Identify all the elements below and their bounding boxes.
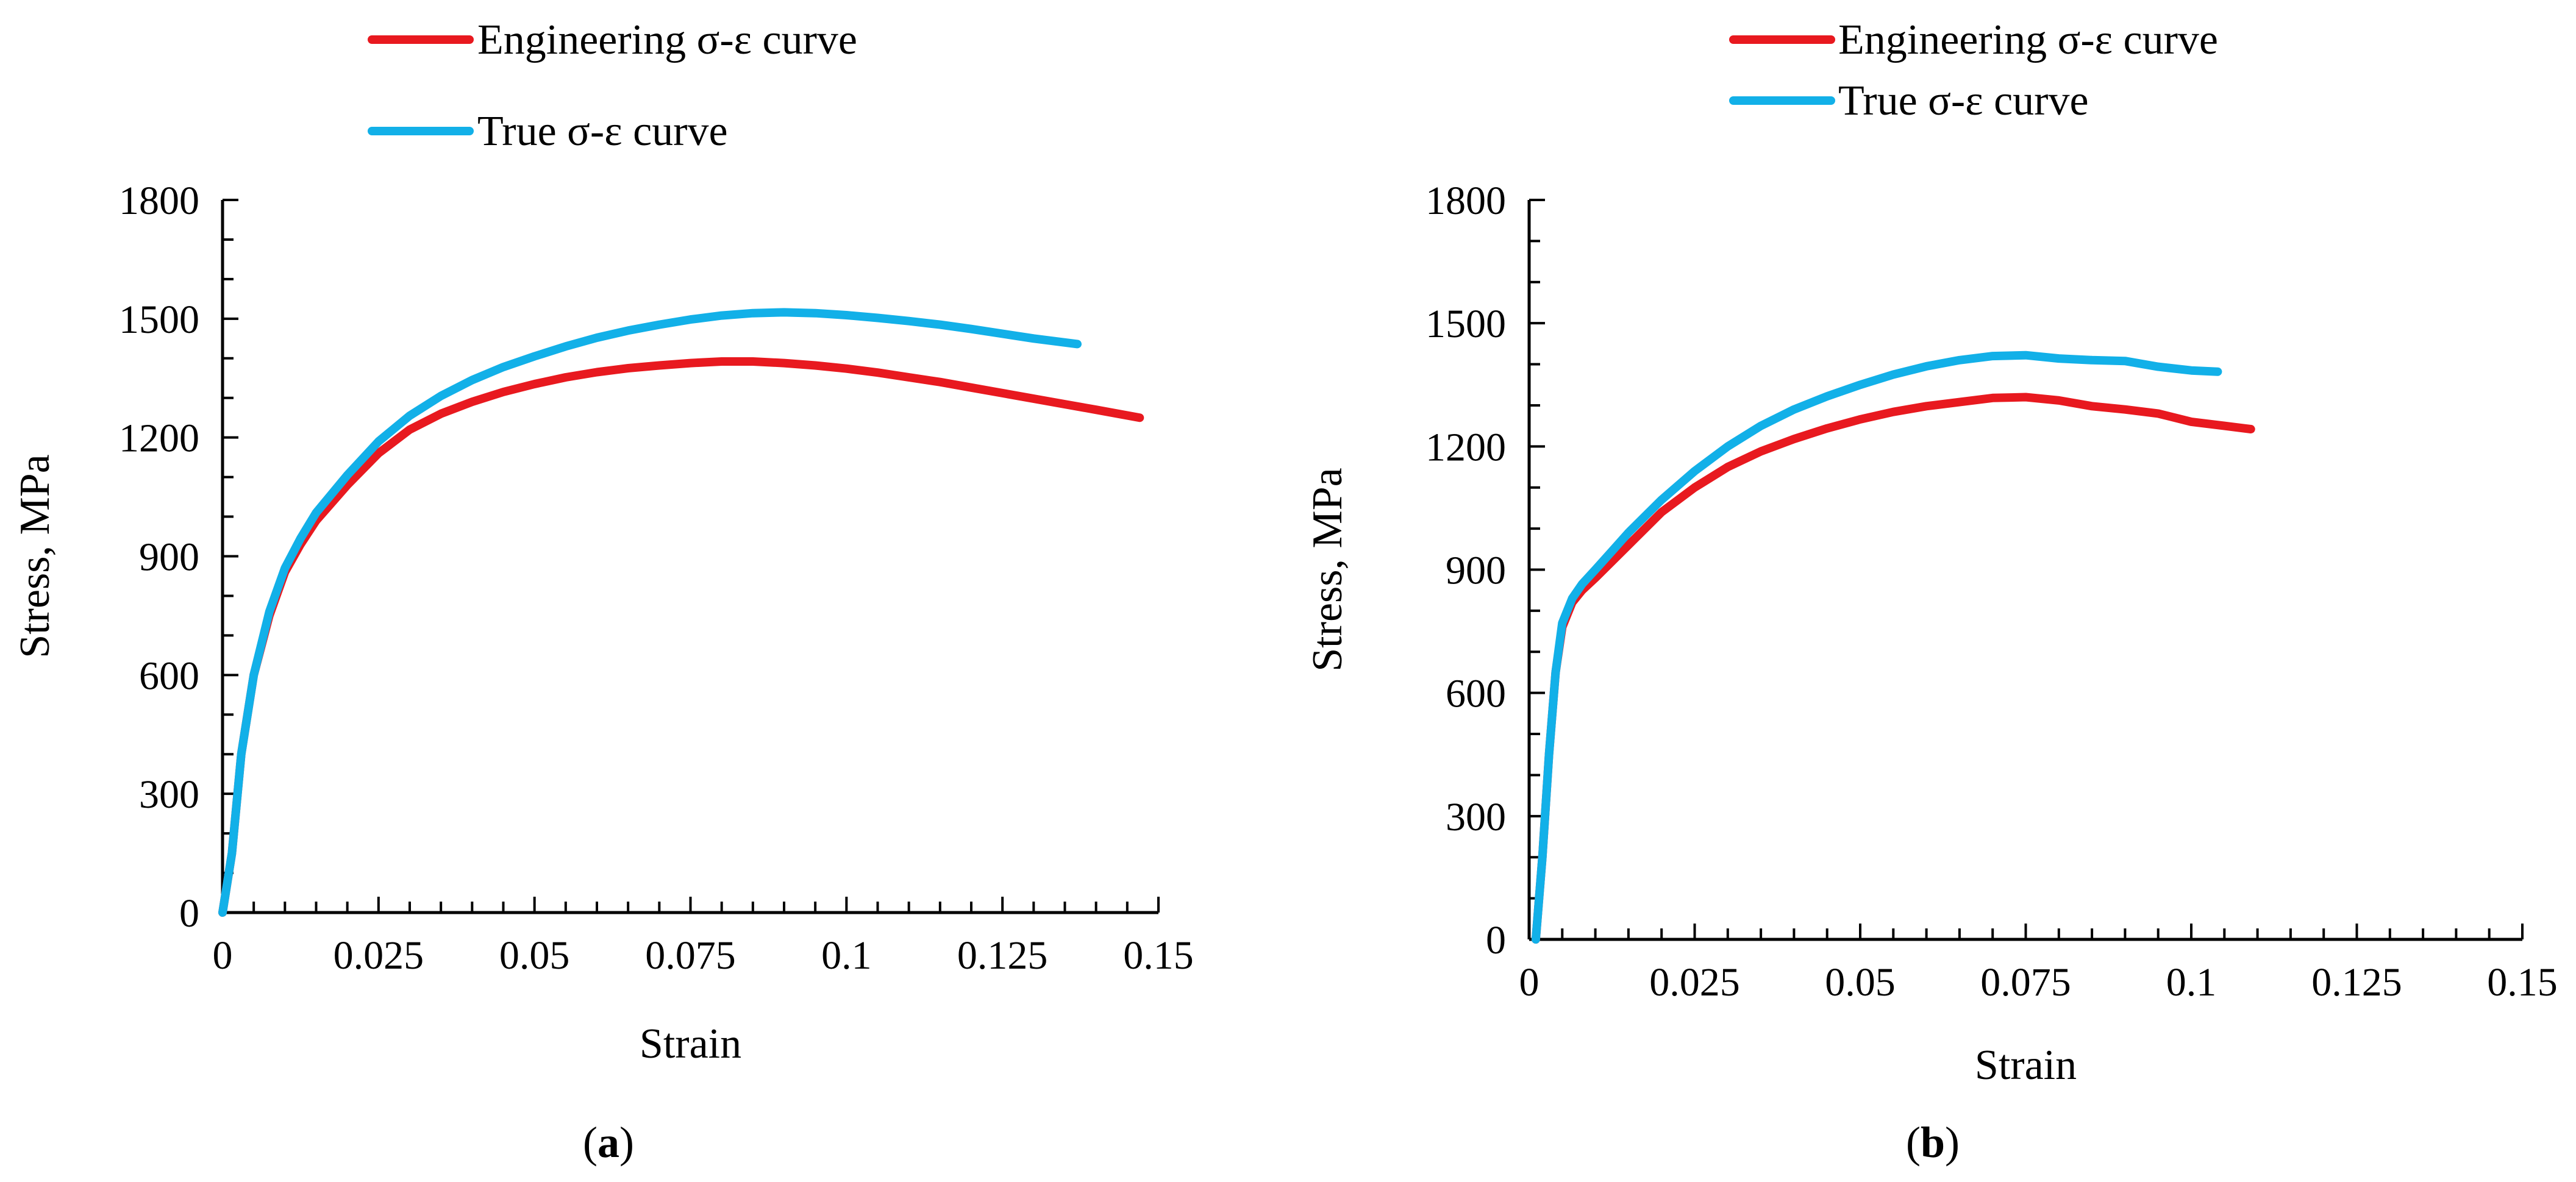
y-tick-label: 300 bbox=[139, 772, 199, 817]
y-tick-label: 0 bbox=[179, 891, 199, 936]
y-tick-label: 1200 bbox=[119, 416, 199, 461]
x-tick-label: 0.15 bbox=[2487, 960, 2558, 1005]
series-line-engineering bbox=[218, 357, 1144, 917]
y-tick-label: 1800 bbox=[119, 179, 199, 223]
panel-b-chart: 0 0.025 0.05 0.075 0.1 0.125 0.15 0 300 600 900 120… bbox=[1304, 16, 2558, 1167]
legend-label: Engineering σ-ε curve bbox=[1838, 16, 2218, 63]
legend-label: True σ-ε curve bbox=[477, 108, 728, 155]
y-tick-label: 1500 bbox=[119, 297, 199, 342]
x-tick-label: 0.1 bbox=[2166, 960, 2217, 1005]
y-tick-label: 600 bbox=[139, 653, 199, 698]
legend-label: Engineering σ-ε curve bbox=[477, 16, 857, 63]
x-tick-label: 0.15 bbox=[1123, 933, 1194, 978]
x-tick-label: 0.025 bbox=[334, 933, 424, 978]
y-tick-label: 1500 bbox=[1425, 302, 1506, 346]
y-tick-label: 1800 bbox=[1425, 179, 1506, 223]
x-tick-label: 0.125 bbox=[957, 933, 1048, 978]
y-tick-label: 1200 bbox=[1425, 425, 1506, 469]
panel-label: (a) bbox=[583, 1118, 634, 1167]
x-tick-label: 0.025 bbox=[1649, 960, 1740, 1005]
y-tick-label: 300 bbox=[1446, 795, 1506, 839]
panel-a-chart: 0 0.025 0.05 0.075 0.1 0.125 0.15 0 300 600 900 120… bbox=[12, 16, 1194, 1167]
y-axis-title: Stress, MPa bbox=[12, 454, 59, 658]
series-line-engineering bbox=[1531, 393, 2255, 944]
series-line-true bbox=[1531, 351, 2222, 944]
x-tick-label: 0.05 bbox=[499, 933, 570, 978]
y-tick-label: 900 bbox=[139, 535, 199, 580]
x-axis-title: Strain bbox=[640, 1020, 741, 1067]
y-tick-label: 600 bbox=[1446, 672, 1506, 716]
x-tick-label: 0.075 bbox=[1980, 960, 2071, 1005]
x-tick-label: 0.1 bbox=[821, 933, 872, 978]
x-axis-title: Strain bbox=[1975, 1042, 2077, 1089]
x-tick-label: 0.125 bbox=[2311, 960, 2402, 1005]
panel-label-paren: ) bbox=[619, 1118, 634, 1167]
panel-label-paren: ( bbox=[583, 1118, 598, 1167]
panel-label-letter: a bbox=[598, 1118, 619, 1167]
panel-label: (b) bbox=[1906, 1118, 1960, 1167]
y-tick-label: 0 bbox=[1486, 918, 1506, 963]
x-tick-label: 0 bbox=[213, 933, 233, 978]
x-tick-label: 0 bbox=[1519, 960, 1540, 1005]
panel-label-paren: ( bbox=[1906, 1118, 1921, 1167]
panel-label-letter: b bbox=[1921, 1118, 1945, 1167]
legend-label: True σ-ε curve bbox=[1838, 77, 2089, 124]
x-tick-label: 0.075 bbox=[645, 933, 736, 978]
y-tick-label: 900 bbox=[1446, 549, 1506, 593]
series-line-true bbox=[218, 308, 1082, 917]
x-tick-label: 0.05 bbox=[1825, 960, 1896, 1005]
y-axis-title: Stress, MPa bbox=[1304, 468, 1351, 671]
panel-label-paren: ) bbox=[1945, 1118, 1960, 1167]
